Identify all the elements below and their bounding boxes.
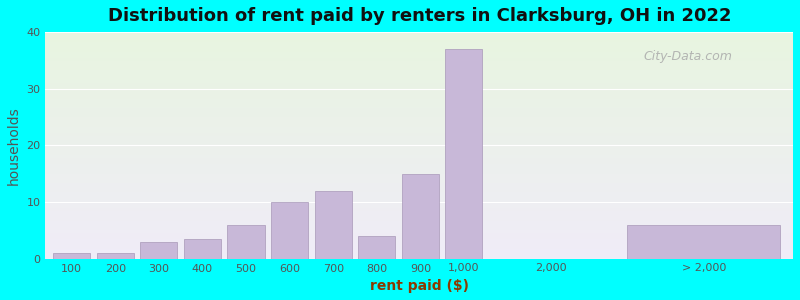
Bar — [184, 239, 221, 259]
Bar — [402, 174, 439, 259]
Bar — [97, 253, 134, 259]
Bar — [53, 253, 90, 259]
X-axis label: rent paid ($): rent paid ($) — [370, 279, 469, 293]
Bar — [140, 242, 178, 259]
Bar — [446, 49, 482, 259]
Bar — [227, 225, 265, 259]
Bar — [271, 202, 308, 259]
Bar — [314, 191, 352, 259]
Y-axis label: households: households — [7, 106, 21, 185]
Bar — [358, 236, 395, 259]
Title: Distribution of rent paid by renters in Clarksburg, OH in 2022: Distribution of rent paid by renters in … — [107, 7, 731, 25]
Text: City-Data.com: City-Data.com — [643, 50, 733, 63]
Bar — [627, 225, 780, 259]
